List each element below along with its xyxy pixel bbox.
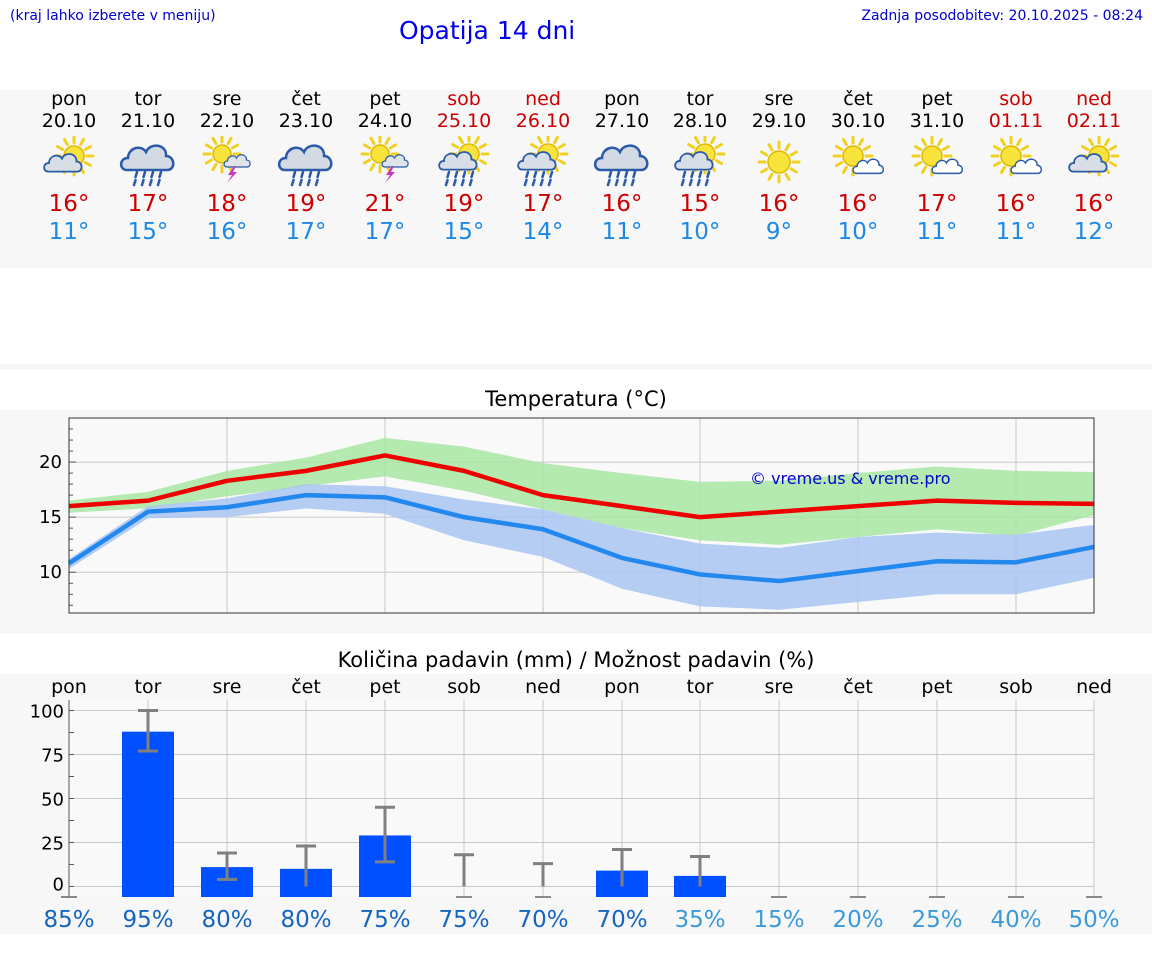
max-temperature: 17° [522,191,564,217]
day-date: 22.10 [199,110,255,132]
sun-small-cloud-icon [832,136,885,177]
day-date: 20.10 [41,110,97,132]
forecast-day: sre 29.10 16° 9° [739,88,819,246]
forecast-day: sre 22.10 18° 16° [187,88,267,246]
max-temperature: 17° [916,191,958,217]
day-date: 25.10 [436,110,492,132]
max-temperature: 17° [127,191,169,217]
min-temperature: 11° [916,219,958,245]
precipitation-panel [0,674,1152,934]
forecast-day: pet 31.10 17° 11° [897,88,977,246]
max-temperature: 18° [206,191,248,217]
day-date: 29.10 [751,110,807,132]
day-name: pet [921,88,953,110]
min-temperature: 17° [364,219,406,245]
temperature-chart-title: Temperatura (°C) [485,387,667,411]
max-temperature: 16° [601,191,643,217]
day-name: tor [134,88,162,110]
max-temperature: 15° [679,191,721,217]
partly-cloudy-icon [1068,136,1120,177]
min-temperature: 15° [443,219,485,245]
sun-icon [757,140,801,184]
day-name: pon [604,88,640,110]
last-update: Zadnja posodobitev: 20.10.2025 - 08:24 [861,8,1143,24]
forecast-day: ned 26.10 17° 14° [503,88,583,246]
forecast-day: čet 30.10 16° 10° [818,88,898,246]
forecast-band [0,90,1152,268]
max-temperature: 21° [364,191,406,217]
day-name: sob [447,88,481,110]
day-name: ned [525,88,561,110]
day-name: sob [999,88,1033,110]
daily-forecast: pon 20.10 16° 11° tor 21.10 17° 15° sre 22.10 1… [0,88,1152,268]
day-date: 23.10 [278,110,334,132]
min-temperature: 9° [765,219,793,245]
cloud-rain-icon [277,144,333,187]
min-temperature: 15° [127,219,169,245]
forecast-day: sob 01.11 16° 11° [976,88,1056,246]
day-date: 30.10 [830,110,886,132]
min-temperature: 16° [206,219,248,245]
cloud-rain-icon [119,144,175,187]
day-date: 01.11 [988,110,1044,132]
day-name: tor [686,88,714,110]
partly-cloudy-icon [43,136,95,177]
max-temperature: 16° [1073,191,1115,217]
sun-cloud-rain-icon [674,136,726,187]
day-date: 21.10 [120,110,176,132]
forecast-day: čet 23.10 19° 17° [266,88,346,246]
day-date: 27.10 [594,110,650,132]
sun-thunder-icon [202,136,251,183]
forecast-day: pet 24.10 21° 17° [345,88,425,246]
max-temperature: 19° [443,191,485,217]
forecast-day: pon 27.10 16° 11° [582,88,662,246]
max-temperature: 16° [758,191,800,217]
day-name: pon [51,88,87,110]
day-date: 26.10 [515,110,571,132]
day-name: sre [212,88,242,110]
forecast-day: tor 28.10 15° 10° [660,88,740,246]
day-date: 31.10 [909,110,965,132]
sun-cloud-rain-icon [438,136,490,187]
max-temperature: 19° [285,191,327,217]
sun-small-cloud-icon [911,136,964,177]
precipitation-chart-title: Količina padavin (mm) / Možnost padavin … [337,648,815,672]
day-name: ned [1076,88,1112,110]
sun-cloud-rain-icon [517,136,569,187]
max-temperature: 16° [995,191,1037,217]
min-temperature: 11° [601,219,643,245]
day-date: 02.11 [1066,110,1122,132]
max-temperature: 16° [837,191,879,217]
day-name: čet [291,88,321,110]
temperature-panel [0,410,1152,634]
cloud-rain-icon [593,144,649,187]
page-title: Opatija 14 dni [399,16,576,45]
min-temperature: 14° [522,219,564,245]
forecast-day: sob 25.10 19° 15° [424,88,504,246]
day-date: 28.10 [672,110,728,132]
separator-strip [0,364,1152,370]
min-temperature: 10° [837,219,879,245]
min-temperature: 12° [1073,219,1115,245]
location-menu-hint[interactable]: (kraj lahko izberete v meniju) [10,8,216,24]
forecast-day: pon 20.10 16° 11° [29,88,109,246]
min-temperature: 10° [679,219,721,245]
min-temperature: 11° [995,219,1037,245]
day-name: čet [843,88,873,110]
sun-small-cloud-icon [990,136,1043,177]
forecast-day: tor 21.10 17° 15° [108,88,188,246]
forecast-day: ned 02.11 16° 12° [1054,88,1134,246]
day-name: pet [369,88,401,110]
day-name: sre [764,88,794,110]
min-temperature: 11° [48,219,90,245]
max-temperature: 16° [48,191,90,217]
day-date: 24.10 [357,110,413,132]
sun-thunder-icon [360,136,409,183]
min-temperature: 17° [285,219,327,245]
